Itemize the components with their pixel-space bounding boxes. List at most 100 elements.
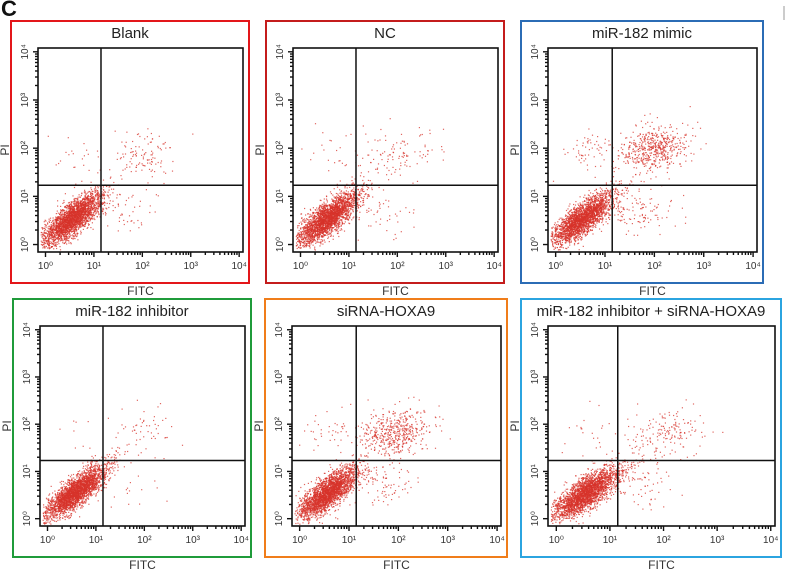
event-point: [165, 142, 166, 143]
event-point: [90, 220, 91, 221]
event-point: [121, 179, 122, 180]
event-point: [344, 231, 345, 232]
event-point: [297, 225, 298, 226]
event-point: [331, 210, 332, 211]
event-point: [80, 226, 81, 227]
event-point: [68, 137, 69, 138]
event-point: [53, 217, 54, 218]
event-point: [339, 217, 340, 218]
event-point: [70, 203, 71, 204]
event-point: [368, 194, 369, 195]
event-point: [72, 234, 73, 235]
event-point: [161, 160, 162, 161]
event-point: [75, 224, 76, 225]
event-point: [90, 210, 91, 211]
event-point: [305, 220, 306, 221]
event-point: [102, 198, 103, 199]
event-point: [55, 217, 56, 218]
event-point: [113, 189, 114, 190]
event-point: [339, 189, 340, 190]
event-point: [98, 192, 99, 193]
event-point: [79, 194, 80, 195]
event-point: [105, 214, 106, 215]
event-point: [70, 212, 71, 213]
event-point: [133, 222, 134, 223]
event-point: [338, 226, 339, 227]
event-point: [77, 233, 78, 234]
event-point: [82, 217, 83, 218]
event-point: [323, 215, 324, 216]
event-point: [68, 215, 69, 216]
event-point: [89, 213, 90, 214]
event-point: [83, 220, 84, 221]
event-point: [54, 236, 55, 237]
event-point: [53, 223, 54, 224]
event-point: [151, 142, 152, 143]
event-point: [369, 196, 370, 197]
event-point: [63, 202, 64, 203]
event-point: [66, 213, 67, 214]
event-point: [54, 239, 55, 240]
event-point: [90, 199, 91, 200]
event-point: [68, 236, 69, 237]
event-point: [132, 156, 133, 157]
event-point: [299, 232, 300, 233]
event-point: [98, 197, 99, 198]
event-point: [366, 212, 367, 213]
event-point: [42, 242, 43, 243]
event-point: [164, 143, 165, 144]
event-point: [131, 152, 132, 153]
event-point: [147, 136, 148, 137]
event-point: [331, 232, 332, 233]
event-point: [348, 194, 349, 195]
event-point: [92, 209, 93, 210]
event-point: [95, 196, 96, 197]
event-point: [70, 227, 71, 228]
event-point: [84, 199, 85, 200]
event-point: [332, 199, 333, 200]
event-point: [130, 230, 131, 231]
event-point: [92, 193, 93, 194]
event-point: [316, 222, 317, 223]
event-point: [90, 227, 91, 228]
event-point: [103, 180, 104, 181]
event-point: [57, 200, 58, 201]
event-point: [90, 219, 91, 220]
event-point: [77, 226, 78, 227]
event-point: [96, 204, 97, 205]
event-point: [95, 189, 96, 190]
event-point: [94, 219, 95, 220]
event-point: [104, 205, 105, 206]
event-point: [102, 209, 103, 210]
event-point: [115, 131, 116, 132]
event-point: [94, 218, 95, 219]
event-point: [60, 227, 61, 228]
event-point: [67, 221, 68, 222]
event-point: [95, 211, 96, 212]
event-point: [70, 221, 71, 222]
event-point: [94, 210, 95, 211]
event-point: [75, 200, 76, 201]
event-point: [47, 231, 48, 232]
event-point: [91, 217, 92, 218]
event-point: [124, 145, 125, 146]
event-point: [64, 236, 65, 237]
event-point: [303, 238, 304, 239]
event-point: [367, 198, 368, 199]
event-point: [309, 236, 310, 237]
event-point: [130, 161, 131, 162]
event-point: [109, 190, 110, 191]
event-point: [118, 205, 119, 206]
event-point: [108, 196, 109, 197]
event-point: [107, 225, 108, 226]
event-point: [344, 223, 345, 224]
event-point: [74, 238, 75, 239]
event-point: [310, 225, 311, 226]
event-point: [326, 199, 327, 200]
event-point: [41, 234, 42, 235]
event-point: [126, 167, 127, 168]
event-point: [48, 239, 49, 240]
event-point: [332, 231, 333, 232]
event-point: [82, 221, 83, 222]
event-point: [75, 216, 76, 217]
